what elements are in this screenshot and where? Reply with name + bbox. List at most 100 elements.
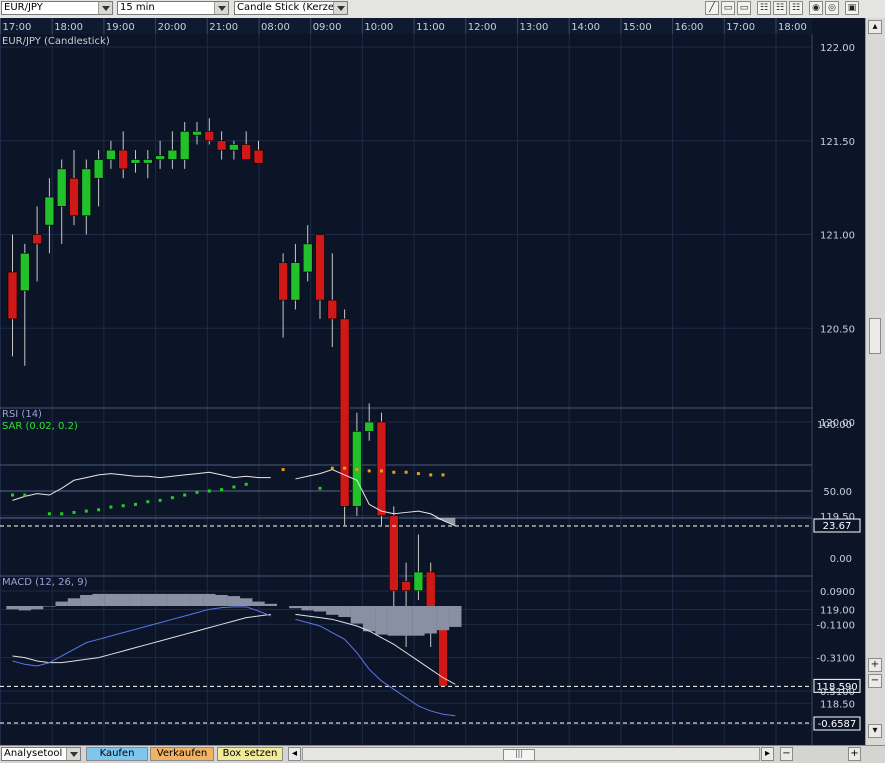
chart-type-select[interactable]: Candle Stick (Kerze [234, 1, 348, 15]
candle-body [216, 140, 227, 151]
time-axis: 17:00 18:00 19:00 20:00 21:00 08:00 09:00 10:00… [0, 18, 812, 34]
zoom-out-horizontal-icon[interactable]: − [780, 747, 793, 761]
candle-body [401, 581, 411, 592]
scroll-left-icon[interactable]: ◂ [288, 747, 301, 761]
price-tick-label: 120.50 [820, 324, 855, 335]
macd-histogram-bar [289, 606, 302, 609]
macd-histogram-bar [178, 593, 191, 606]
analysis-tool-select[interactable]: Analysetool [1, 747, 81, 761]
macd-histogram-bar [55, 601, 68, 606]
macd-histogram-bar [313, 606, 327, 612]
rsi-tick-label: 0.00 [830, 554, 852, 565]
box-button[interactable]: Box setzen [217, 747, 283, 761]
macd-histogram-bar [350, 606, 364, 624]
sell-button[interactable]: Verkaufen [150, 747, 214, 761]
price-tick-label: 119.50 [820, 512, 855, 523]
grid-2-icon[interactable]: ▭ [737, 1, 751, 15]
window-icon[interactable]: ▣ [845, 1, 859, 15]
macd-histogram-bar [436, 606, 450, 631]
macd-histogram-bar [363, 606, 376, 632]
candle-body [143, 159, 153, 164]
sar-dot [367, 469, 371, 473]
sar-dot [207, 489, 211, 493]
chevron-down-icon[interactable] [98, 2, 112, 14]
candle-body [118, 149, 128, 170]
price-tick-label: 120.00 [820, 418, 855, 429]
macd-histogram-bar [375, 606, 388, 635]
chevron-down-icon[interactable] [333, 2, 347, 14]
symbol-value: EUR/JPY [4, 2, 43, 13]
price-tick-label: 121.00 [820, 231, 855, 242]
candle-body [155, 155, 165, 160]
candle-body [364, 421, 375, 432]
interval-select[interactable]: 15 min [117, 1, 229, 15]
chart-area[interactable]: 17:00 18:00 19:00 20:00 21:00 08:00 09:00 10:00… [0, 18, 865, 745]
grid-5-icon[interactable]: ☷ [789, 1, 803, 15]
sar-dot [392, 470, 396, 474]
macd-line [12, 606, 271, 667]
candle-body [290, 262, 301, 301]
toolbar: EUR/JPY 15 min Candle Stick (Kerze ╱ ▭ ▭… [0, 0, 885, 19]
sar-dot [416, 472, 420, 476]
horizontal-scroll-thumb[interactable]: ||| [503, 749, 535, 761]
macd-histogram-bar [326, 606, 339, 615]
scroll-right-icon[interactable]: ▸ [761, 747, 774, 761]
rsi-label: RSI (14) [2, 409, 42, 420]
sar-dot [380, 469, 383, 473]
time-label: 21:00 [209, 22, 238, 33]
macd-line [295, 618, 456, 717]
time-label: 10:00 [364, 22, 393, 33]
macd-histogram-bar [43, 606, 56, 607]
sar-dot [60, 512, 64, 516]
panel-separators [0, 407, 865, 577]
macd-histogram-bar [338, 606, 351, 617]
grid-3-icon[interactable]: ☷ [757, 1, 771, 15]
candle-body [339, 318, 350, 507]
macd-histogram-bar [30, 606, 44, 610]
price-tick-label: 118.50 [820, 699, 855, 710]
chevron-down-icon[interactable] [214, 2, 228, 14]
time-label: 13:00 [520, 22, 549, 33]
sar-dot [146, 500, 150, 504]
zoom-out-icon[interactable]: − [868, 674, 882, 688]
price-panel-title: EUR/JPY (Candlestick) [2, 36, 110, 47]
macd-panel: MACD (12, 26, 9) 0.0900 -0.1100 -0.3100 -0.… [0, 577, 861, 731]
time-label: 12:00 [468, 22, 497, 33]
macd-histogram-bar [92, 593, 105, 606]
macd-signal-line [12, 613, 271, 664]
circle-b-icon[interactable]: ◎ [825, 1, 839, 15]
macd-tick-label: -0.3100 [816, 654, 855, 665]
pen-icon[interactable]: ╱ [705, 1, 719, 15]
candle-body [376, 421, 387, 517]
sar-dot [183, 493, 187, 497]
sar-dot [343, 466, 347, 470]
sar-label: SAR (0.02, 0.2) [2, 421, 78, 432]
candle-body [7, 271, 18, 320]
grid-1-icon[interactable]: ▭ [721, 1, 735, 15]
zoom-in-horizontal-icon[interactable]: + [848, 747, 861, 761]
candle-body [130, 159, 141, 164]
macd-histogram-bar [264, 603, 277, 606]
candle-body [388, 515, 399, 592]
horizontal-scroll-track[interactable]: ||| [302, 747, 760, 761]
vertical-scrollbar[interactable]: ▴ + − ▾ [865, 18, 885, 745]
vertical-scroll-thumb[interactable] [869, 318, 881, 354]
sar-dot [72, 510, 76, 514]
buy-button[interactable]: Kaufen [86, 747, 148, 761]
candle-body [204, 131, 215, 142]
time-label: 08:00 [261, 22, 290, 33]
circle-a-icon[interactable]: ◉ [809, 1, 823, 15]
sar-dot [281, 468, 285, 472]
sar-dot [121, 504, 125, 508]
macd-histogram-bar [6, 606, 19, 610]
sar-dot [441, 473, 445, 477]
scroll-down-icon[interactable]: ▾ [868, 724, 882, 738]
macd-signal-line [295, 613, 456, 685]
symbol-select[interactable]: EUR/JPY [1, 1, 113, 15]
zoom-in-icon[interactable]: + [868, 658, 882, 672]
time-label: 17:00 [3, 22, 32, 33]
candle-body [81, 168, 92, 217]
chevron-down-icon[interactable] [66, 748, 80, 760]
scroll-up-icon[interactable]: ▴ [868, 20, 882, 34]
grid-4-icon[interactable]: ☷ [773, 1, 787, 15]
